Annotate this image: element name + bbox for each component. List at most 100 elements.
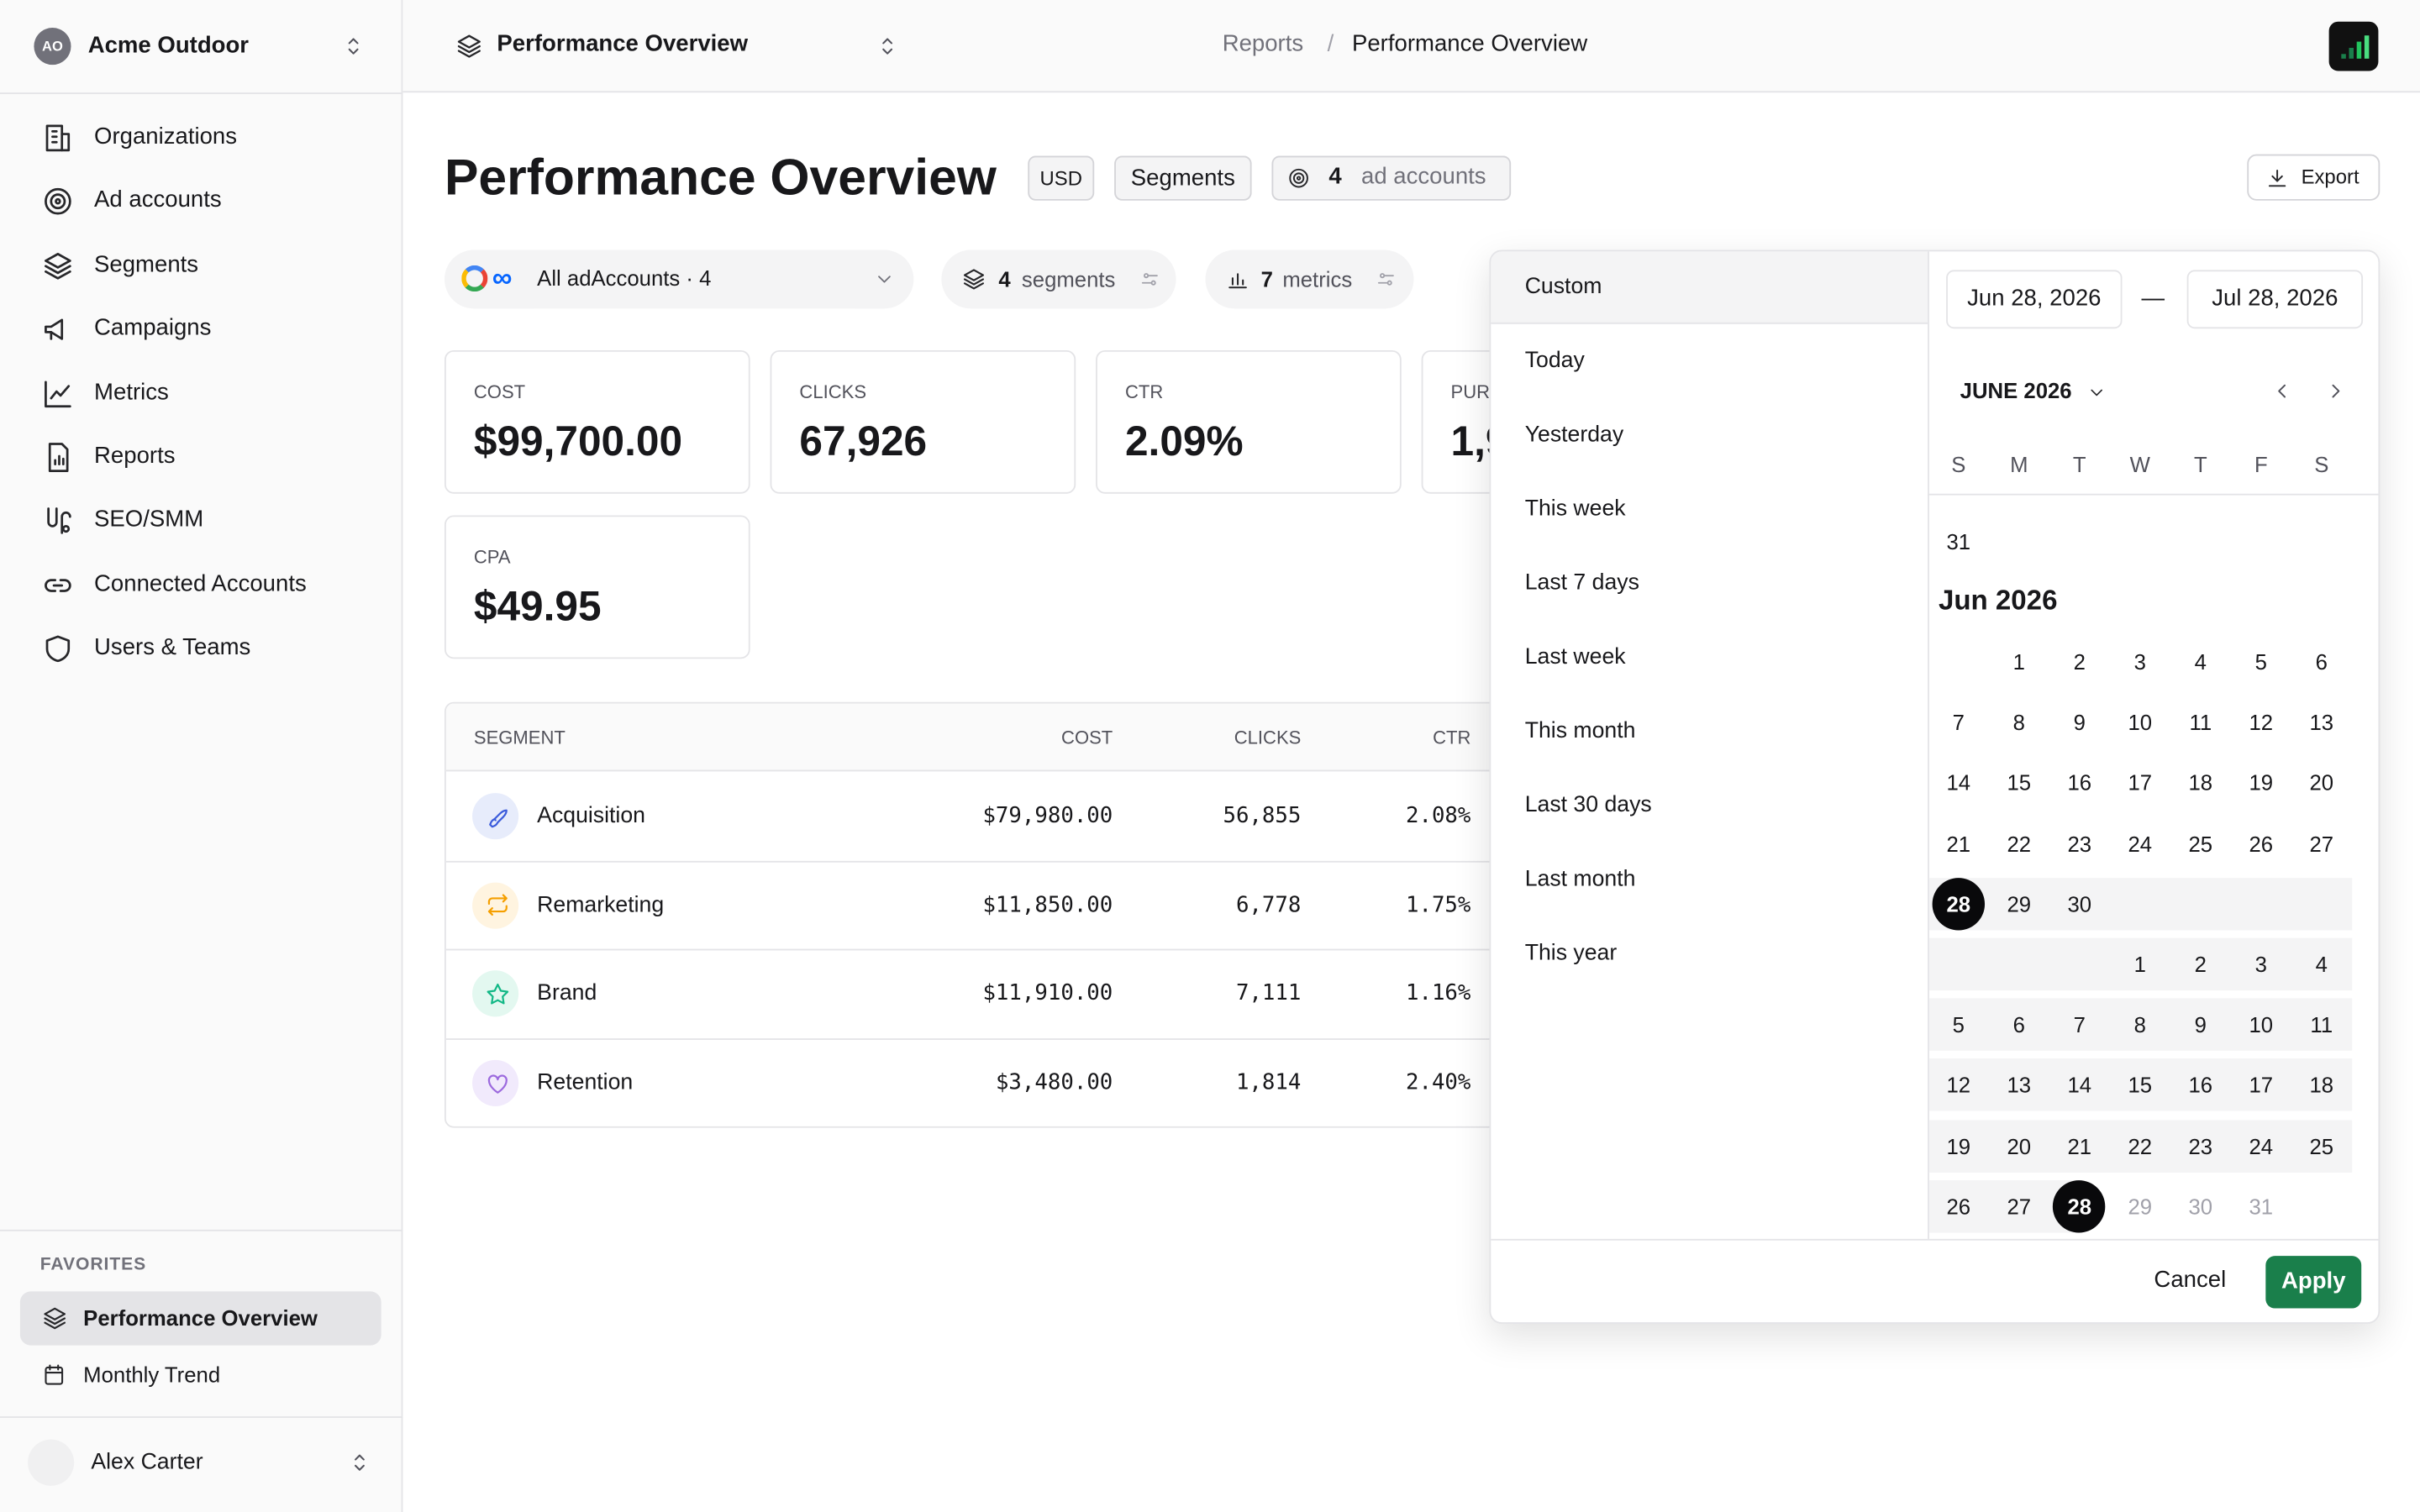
calendar-day[interactable]: 2 bbox=[2073, 649, 2086, 675]
selected-day-label[interactable]: 28 bbox=[2067, 1194, 2092, 1219]
apply-button[interactable]: Apply bbox=[2265, 1256, 2362, 1309]
calendar-day[interactable]: 11 bbox=[2189, 710, 2212, 735]
calendar-day[interactable]: 3 bbox=[2133, 649, 2146, 675]
calendar-day[interactable]: 5 bbox=[1952, 1012, 1965, 1037]
calendar-day[interactable]: 19 bbox=[2249, 770, 2274, 795]
end-date-input[interactable] bbox=[2186, 270, 2364, 329]
calendar-day[interactable]: 16 bbox=[2067, 770, 2092, 795]
calendar-day[interactable]: 17 bbox=[2128, 770, 2153, 795]
calendar-day[interactable]: 23 bbox=[2067, 831, 2092, 856]
calendar-day[interactable]: 23 bbox=[2188, 1133, 2213, 1158]
calendar-day[interactable]: 25 bbox=[2188, 831, 2213, 856]
nav-item[interactable]: Users & Teams bbox=[94, 633, 251, 661]
breadcrumb-link[interactable]: Reports bbox=[1222, 30, 1304, 57]
nav-item[interactable]: Metrics bbox=[94, 379, 169, 407]
calendar-day[interactable]: 25 bbox=[2309, 1133, 2334, 1158]
calendar-day[interactable]: 8 bbox=[2012, 710, 2025, 735]
calendar-day[interactable]: 4 bbox=[2315, 952, 2328, 977]
calendar-day[interactable]: 3 bbox=[2254, 952, 2267, 977]
date-preset[interactable]: Yesterday bbox=[1524, 423, 1624, 448]
date-preset[interactable]: This week bbox=[1524, 496, 1626, 522]
favorite-item[interactable]: Performance Overview bbox=[83, 1305, 318, 1331]
calendar-day[interactable]: 10 bbox=[2128, 710, 2153, 735]
calendar-day[interactable]: 12 bbox=[2249, 710, 2274, 735]
month-select[interactable]: JUNE 2026 bbox=[1960, 378, 2072, 403]
calendar-day[interactable]: 18 bbox=[2309, 1073, 2334, 1098]
calendar-day[interactable]: 29 bbox=[2007, 891, 2032, 916]
export-button[interactable] bbox=[2247, 154, 2381, 201]
account-filter[interactable] bbox=[444, 249, 914, 309]
org-name[interactable]: Acme Outdoor bbox=[87, 32, 250, 59]
calendar-day[interactable]: 26 bbox=[2249, 831, 2274, 856]
selected-day-label[interactable]: 28 bbox=[1946, 891, 1971, 916]
start-date-input[interactable] bbox=[1946, 270, 2123, 329]
calendar-day[interactable]: 10 bbox=[2249, 1012, 2274, 1037]
date-preset[interactable]: This month bbox=[1524, 718, 1636, 744]
user-name[interactable]: Alex Carter bbox=[91, 1450, 203, 1475]
calendar-day[interactable]: 6 bbox=[2012, 1012, 2025, 1037]
calendar-day[interactable]: 20 bbox=[2309, 770, 2334, 795]
calendar-day[interactable]: 24 bbox=[2249, 1133, 2274, 1158]
calendar-day[interactable]: 4 bbox=[2194, 649, 2207, 675]
date-preset[interactable]: This year bbox=[1524, 941, 1618, 966]
segments-badge[interactable]: Segments bbox=[1114, 155, 1252, 201]
nav-item[interactable]: Organizations bbox=[94, 123, 238, 150]
calendar-day[interactable]: 14 bbox=[2067, 1073, 2092, 1098]
calendar-day[interactable]: 26 bbox=[1946, 1194, 1971, 1219]
calendar-day[interactable]: 12 bbox=[1946, 1073, 1971, 1098]
date-preset[interactable]: Last month bbox=[1524, 867, 1636, 892]
calendar-day[interactable]: 14 bbox=[1946, 770, 1971, 795]
calendar-day[interactable]: 19 bbox=[1946, 1133, 1971, 1158]
calendar-day[interactable]: 21 bbox=[2067, 1133, 2092, 1158]
nav-item[interactable]: Campaigns bbox=[94, 314, 212, 341]
calendar-day[interactable]: 22 bbox=[2128, 1133, 2153, 1158]
metric-filter[interactable] bbox=[1205, 249, 1414, 309]
date-preset[interactable]: Custom bbox=[1524, 274, 1602, 300]
date-preset[interactable]: Last 30 days bbox=[1524, 793, 1652, 818]
view-name[interactable]: Performance Overview bbox=[497, 30, 749, 57]
calendar-day[interactable]: 7 bbox=[1952, 710, 1965, 735]
calendar-day[interactable]: 30 bbox=[2188, 1194, 2213, 1219]
calendar-day[interactable]: 9 bbox=[2194, 1012, 2207, 1037]
calendar-day[interactable]: 29 bbox=[2128, 1194, 2153, 1219]
calendar-day[interactable]: 11 bbox=[2310, 1012, 2333, 1037]
date-preset[interactable]: Last 7 days bbox=[1524, 570, 1639, 596]
date-preset[interactable]: Last week bbox=[1524, 644, 1626, 670]
calendar-day[interactable]: 30 bbox=[2067, 891, 2092, 916]
nav-item[interactable]: Segments bbox=[94, 251, 199, 278]
segment-filter[interactable] bbox=[941, 249, 1176, 309]
calendar-day[interactable]: 9 bbox=[2073, 710, 2086, 735]
calendar-day[interactable]: 22 bbox=[2007, 831, 2032, 856]
calendar-day[interactable]: 13 bbox=[2309, 710, 2334, 735]
favorite-item[interactable]: Monthly Trend bbox=[83, 1362, 221, 1388]
calendar-day[interactable]: 31 bbox=[1946, 529, 1971, 554]
nav-item[interactable]: Ad accounts bbox=[94, 186, 222, 213]
calendar-day[interactable]: 2 bbox=[2194, 952, 2207, 977]
calendar-day[interactable]: 1 bbox=[2012, 649, 2025, 675]
calendar-day[interactable]: 18 bbox=[2188, 770, 2213, 795]
calendar-day[interactable]: 15 bbox=[2007, 770, 2032, 795]
calendar-day[interactable]: 27 bbox=[2309, 831, 2334, 856]
calendar-day[interactable]: 16 bbox=[2188, 1073, 2213, 1098]
nav-item[interactable]: Connected Accounts bbox=[94, 570, 307, 597]
nav-item[interactable]: Reports bbox=[94, 443, 176, 470]
calendar-day[interactable]: 21 bbox=[1946, 831, 1971, 856]
calendar-day[interactable]: 6 bbox=[2315, 649, 2328, 675]
calendar-day[interactable]: 7 bbox=[2073, 1012, 2086, 1037]
calendar-day[interactable]: 27 bbox=[2007, 1194, 2032, 1219]
calendar-day[interactable]: 5 bbox=[2254, 649, 2267, 675]
table-cell: $79,980.00 bbox=[982, 803, 1113, 829]
calendar-day[interactable]: 13 bbox=[2007, 1073, 2032, 1098]
calendar-day[interactable]: 8 bbox=[2133, 1012, 2146, 1037]
calendar-day[interactable]: 1 bbox=[2133, 952, 2146, 977]
currency-badge[interactable]: USD bbox=[1028, 155, 1095, 201]
date-preset[interactable]: Today bbox=[1524, 349, 1585, 374]
calendar-day[interactable]: 20 bbox=[2007, 1133, 2032, 1158]
calendar-day[interactable]: 31 bbox=[2249, 1194, 2274, 1219]
calendar-day[interactable]: 17 bbox=[2249, 1073, 2274, 1098]
nav-item[interactable]: SEO/SMM bbox=[94, 506, 204, 533]
calendar-day[interactable]: 15 bbox=[2128, 1073, 2153, 1098]
calendar-day[interactable]: 24 bbox=[2128, 831, 2153, 856]
accounts-badge[interactable] bbox=[1271, 155, 1512, 201]
cancel-button[interactable]: Cancel bbox=[2154, 1266, 2227, 1294]
